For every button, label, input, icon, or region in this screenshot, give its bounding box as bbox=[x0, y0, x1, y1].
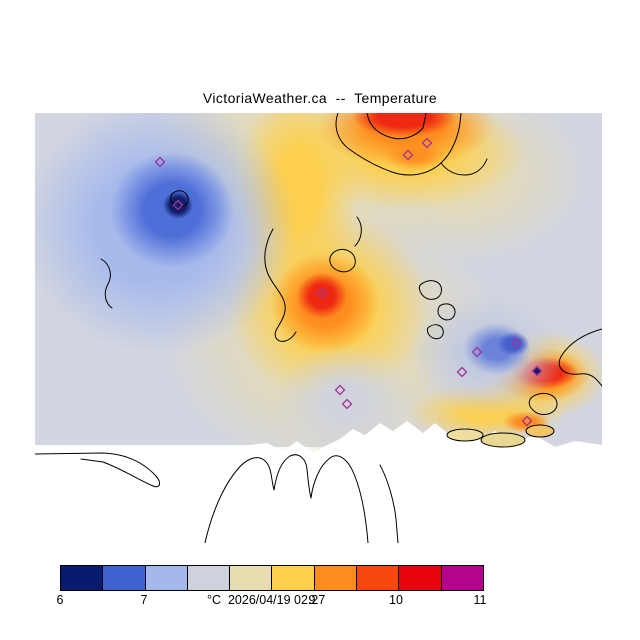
coastline bbox=[335, 112, 462, 176]
island bbox=[446, 428, 484, 442]
lake-outline bbox=[170, 190, 189, 208]
colorbar-segment bbox=[440, 565, 484, 591]
station-marker bbox=[334, 384, 346, 396]
colorbar-segments bbox=[60, 565, 484, 591]
station-marker bbox=[172, 199, 184, 211]
temperature-map bbox=[34, 112, 603, 544]
coastline bbox=[366, 112, 427, 140]
coastline bbox=[558, 328, 603, 387]
station-marker bbox=[402, 149, 414, 161]
colorbar-segment bbox=[102, 565, 146, 591]
station-marker bbox=[341, 398, 353, 410]
coastline bbox=[440, 158, 488, 176]
colorbar-segment bbox=[229, 565, 273, 591]
coastline bbox=[437, 303, 456, 321]
colorbar-segment bbox=[271, 565, 315, 591]
station-marker bbox=[154, 156, 166, 168]
coastline-layer bbox=[34, 112, 603, 544]
colorbar-tick: 9 bbox=[308, 593, 316, 607]
temperature-colorbar: 6 7 9 10 11 °C 2026/04/19 02:27 bbox=[56, 565, 487, 613]
station-marker bbox=[421, 137, 433, 149]
station-marker bbox=[316, 287, 328, 299]
colorbar-segment bbox=[60, 565, 104, 591]
island bbox=[480, 432, 526, 448]
coastline bbox=[528, 393, 558, 415]
station-marker bbox=[471, 346, 483, 358]
station-marker bbox=[456, 366, 468, 378]
map-canvas bbox=[34, 112, 603, 544]
station-marker bbox=[531, 365, 543, 377]
colorbar-segment bbox=[356, 565, 400, 591]
station-marker-layer bbox=[154, 137, 543, 427]
coastline bbox=[426, 324, 444, 340]
lake-outline bbox=[100, 258, 113, 309]
island bbox=[525, 424, 555, 438]
colorbar-segment bbox=[186, 565, 231, 591]
colorbar-segment bbox=[144, 565, 188, 591]
coastline bbox=[379, 464, 399, 544]
coastline bbox=[354, 216, 362, 247]
colorbar-unit-timestamp: °C 2026/04/19 02:27 bbox=[207, 593, 326, 607]
colorbar-tick: 11 bbox=[473, 593, 487, 607]
colorbar-segment bbox=[398, 565, 442, 591]
temperature-blob bbox=[385, 139, 445, 171]
coastline bbox=[264, 228, 297, 342]
station-marker bbox=[510, 337, 522, 349]
coastline bbox=[204, 454, 369, 544]
colorbar-segment bbox=[313, 565, 358, 591]
coastline bbox=[34, 452, 161, 488]
map-title: VictoriaWeather.ca -- Temperature bbox=[202, 90, 438, 106]
colorbar-tick: 7 bbox=[140, 593, 148, 607]
colorbar-tick: 10 bbox=[389, 593, 403, 607]
island-layer bbox=[446, 424, 555, 448]
temperature-field bbox=[35, 113, 602, 453]
coastline bbox=[418, 280, 442, 300]
temperature-blob bbox=[297, 273, 347, 319]
coastline bbox=[329, 248, 356, 273]
colorbar-tick: 6 bbox=[56, 593, 64, 607]
temperature-blob bbox=[352, 113, 456, 137]
station-marker bbox=[521, 415, 533, 427]
